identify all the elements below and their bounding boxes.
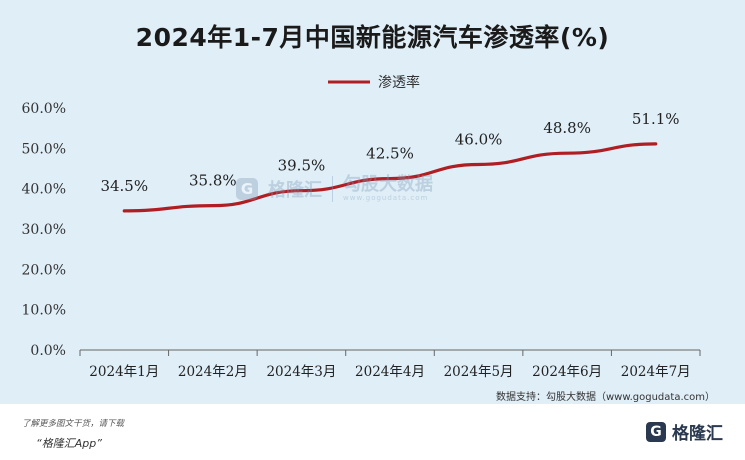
x-tick-label: 2024年6月	[532, 364, 602, 380]
watermark: G 格隆汇 勾股大数据 www.gogudata.com	[236, 174, 433, 203]
footer-logo[interactable]: G 格隆汇	[646, 419, 723, 444]
watermark-url: www.gogudata.com	[343, 193, 429, 202]
watermark-brand: 格隆汇	[268, 180, 322, 202]
x-tick-label: 2024年2月	[178, 364, 248, 380]
footer: 了解更多图文干货，请下载 “格隆汇App” G 格隆汇	[0, 404, 745, 460]
data-labels: 34.5% 35.8% 39.5% 42.5% 46.0% 48.8% 51.1%	[100, 110, 679, 195]
line-chart: 0.0% 10.0% 20.0% 30.0% 40.0% 50.0% 60.0% 2024年…	[22, 74, 701, 380]
series-line	[122, 142, 658, 213]
x-tick-label: 2024年7月	[621, 364, 691, 380]
y-tick-label: 10.0%	[22, 303, 66, 319]
watermark-brand2: 勾股大数据	[343, 174, 433, 195]
x-axis-labels: 2024年1月 2024年2月 2024年3月 2024年4月 2024年5月 2024年…	[89, 364, 690, 380]
y-axis-labels: 0.0% 10.0% 20.0% 30.0% 40.0% 50.0% 60.0%	[22, 101, 66, 359]
y-tick-label: 20.0%	[22, 262, 66, 278]
footer-app-name: “格隆汇App”	[36, 437, 102, 450]
data-label: 42.5%	[366, 145, 414, 163]
y-tick-label: 30.0%	[22, 222, 66, 238]
x-tick-label: 2024年5月	[444, 364, 514, 380]
logo-text: 格隆汇	[672, 424, 723, 444]
data-label: 39.5%	[278, 157, 326, 175]
y-tick-label: 0.0%	[30, 343, 66, 359]
data-label: 46.0%	[455, 130, 503, 148]
source-note: 数据支持：勾股大数据（www.gogudata.com）	[495, 392, 715, 403]
legend-label: 渗透率	[378, 74, 420, 91]
y-tick-label: 60.0%	[22, 101, 66, 117]
x-ticks	[79, 350, 701, 356]
data-label: 51.1%	[632, 110, 680, 128]
watermark-logo-icon: G	[236, 178, 258, 201]
footer-promo-text: 了解更多图文干货，请下载	[22, 419, 125, 429]
y-tick-label: 40.0%	[22, 182, 66, 198]
chart-title: 2024年1-7月中国新能源汽车渗透率(%)	[135, 23, 610, 52]
x-tick-label: 2024年1月	[89, 364, 159, 380]
x-tick-label: 2024年3月	[266, 364, 336, 380]
y-tick-label: 50.0%	[22, 141, 66, 157]
data-label: 35.8%	[189, 172, 237, 190]
data-label: 34.5%	[100, 177, 148, 195]
logo-icon: G	[646, 421, 666, 442]
watermark-separator	[332, 176, 333, 203]
data-label: 48.8%	[543, 119, 591, 137]
x-tick-label: 2024年4月	[355, 364, 425, 380]
